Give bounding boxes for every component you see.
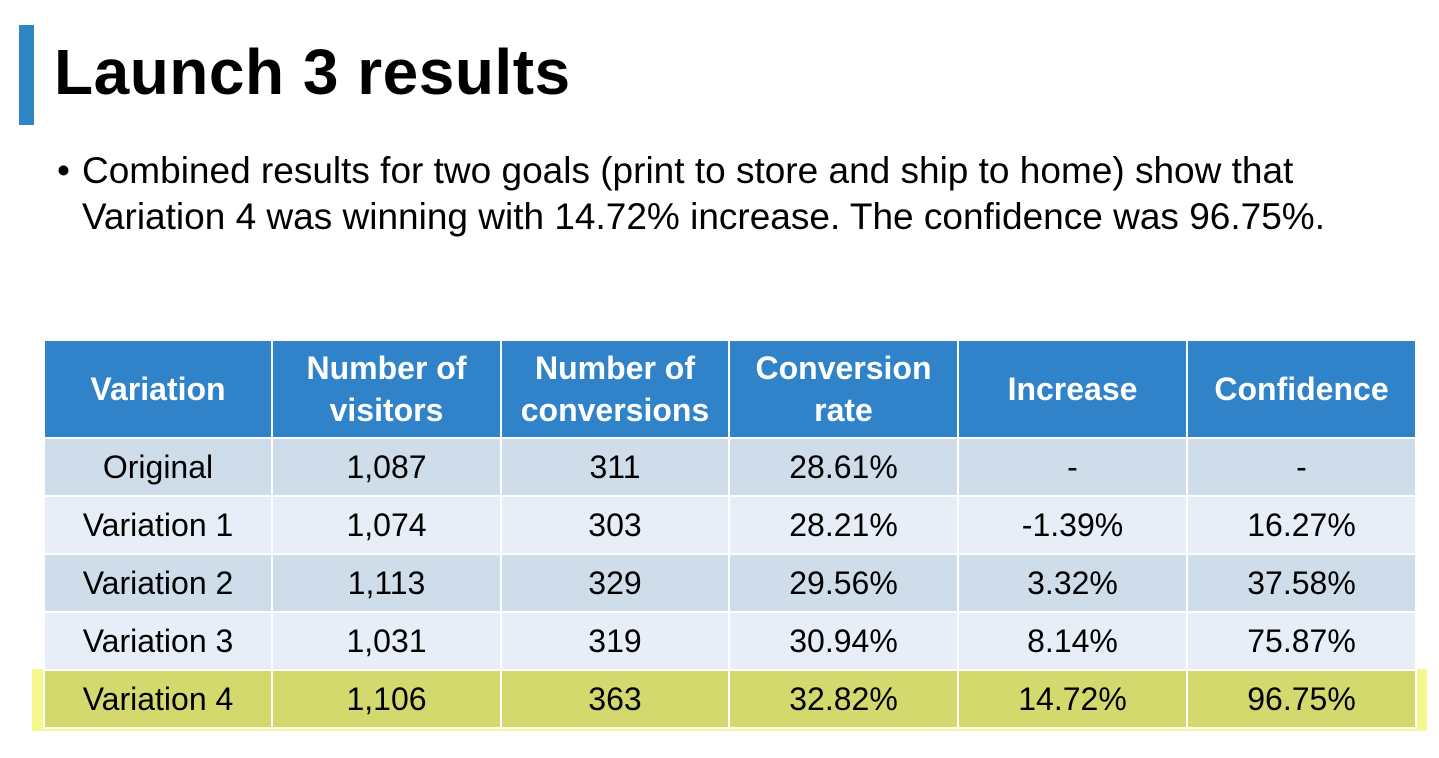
header-conversion-rate: Conversion rate (728, 339, 959, 439)
cell-increase: 8.14% (957, 611, 1188, 671)
cell-conversions: 311 (500, 437, 730, 497)
cell-variation: Variation 2 (43, 553, 273, 613)
cell-conversions: 319 (500, 611, 730, 671)
cell-visitors: 1,106 (271, 669, 502, 729)
cell-conversion-rate: 29.56% (728, 553, 959, 613)
results-table: Variation Number of visitors Number of c… (43, 339, 1417, 729)
cell-conversion-rate: 30.94% (728, 611, 959, 671)
cell-visitors: 1,113 (271, 553, 502, 613)
table-row: Variation 1 1,074 303 28.21% -1.39% 16.2… (43, 495, 1417, 555)
bullet-icon: • (57, 150, 70, 191)
cell-increase: 14.72% (957, 669, 1188, 729)
cell-increase: - (957, 437, 1188, 497)
table-row-highlighted: Variation 4 1,106 363 32.82% 14.72% 96.7… (43, 669, 1417, 729)
title-accent-bar (19, 25, 34, 125)
table-header-row: Variation Number of visitors Number of c… (43, 339, 1417, 439)
header-variation: Variation (43, 339, 273, 439)
header-confidence: Confidence (1186, 339, 1417, 439)
cell-conversions: 329 (500, 553, 730, 613)
bullet-point: • Combined results for two goals (print … (57, 148, 1417, 240)
cell-confidence: 37.58% (1186, 553, 1417, 613)
cell-variation: Variation 4 (43, 669, 273, 729)
header-increase: Increase (957, 339, 1188, 439)
slide-title: Launch 3 results (54, 36, 571, 108)
cell-confidence: 75.87% (1186, 611, 1417, 671)
bullet-text: Combined results for two goals (print to… (82, 150, 1325, 237)
cell-conversions: 303 (500, 495, 730, 555)
cell-variation: Variation 1 (43, 495, 273, 555)
cell-visitors: 1,031 (271, 611, 502, 671)
cell-variation: Variation 3 (43, 611, 273, 671)
cell-increase: -1.39% (957, 495, 1188, 555)
table-row: Variation 3 1,031 319 30.94% 8.14% 75.87… (43, 611, 1417, 671)
table-row: Variation 2 1,113 329 29.56% 3.32% 37.58… (43, 553, 1417, 613)
cell-conversion-rate: 28.61% (728, 437, 959, 497)
header-conversions: Number of conversions (500, 339, 730, 439)
cell-visitors: 1,087 (271, 437, 502, 497)
header-visitors: Number of visitors (271, 339, 502, 439)
cell-variation: Original (43, 437, 273, 497)
cell-confidence: 96.75% (1186, 669, 1417, 729)
cell-increase: 3.32% (957, 553, 1188, 613)
cell-conversions: 363 (500, 669, 730, 729)
cell-confidence: 16.27% (1186, 495, 1417, 555)
cell-visitors: 1,074 (271, 495, 502, 555)
cell-conversion-rate: 32.82% (728, 669, 959, 729)
table-row: Original 1,087 311 28.61% - - (43, 437, 1417, 497)
cell-confidence: - (1186, 437, 1417, 497)
cell-conversion-rate: 28.21% (728, 495, 959, 555)
